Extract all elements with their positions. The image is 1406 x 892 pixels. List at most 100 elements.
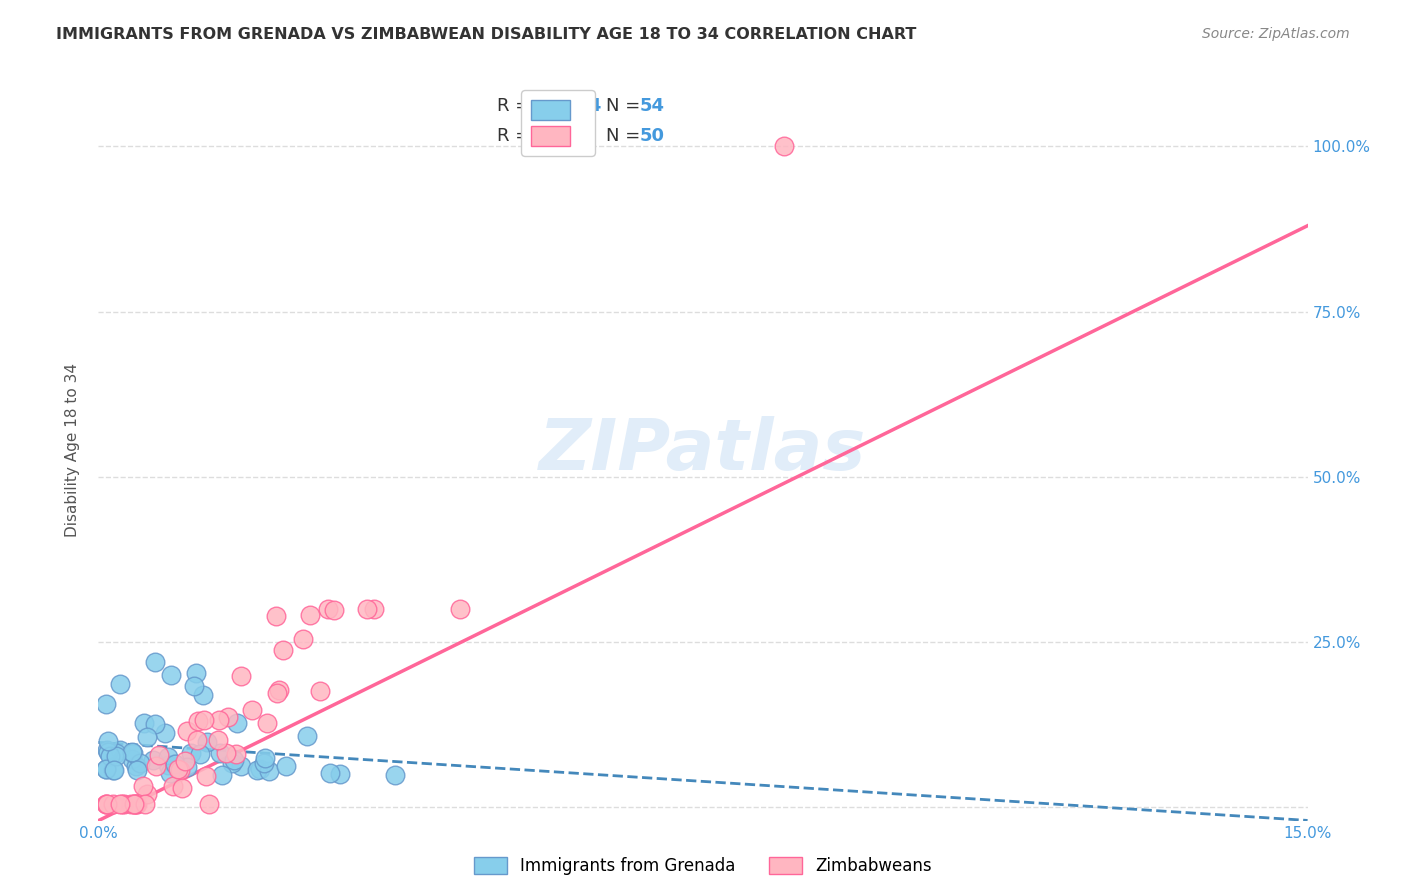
Point bbox=[108, 797, 131, 811]
Point bbox=[124, 797, 146, 811]
Point bbox=[772, 139, 794, 153]
Point bbox=[160, 668, 183, 682]
Point bbox=[266, 685, 288, 699]
Point bbox=[184, 666, 207, 681]
Point bbox=[356, 602, 378, 616]
Text: 0.825: 0.825 bbox=[537, 127, 595, 145]
Point bbox=[97, 745, 120, 759]
Point bbox=[276, 759, 298, 773]
Point bbox=[132, 779, 155, 793]
Point bbox=[111, 797, 134, 811]
Point bbox=[156, 758, 179, 772]
Point bbox=[96, 762, 118, 776]
Point bbox=[124, 758, 146, 772]
Point bbox=[125, 797, 148, 811]
Point bbox=[122, 797, 145, 811]
Point bbox=[143, 655, 166, 669]
Point bbox=[157, 750, 180, 764]
Point bbox=[193, 688, 215, 702]
Point bbox=[267, 682, 290, 697]
Point bbox=[121, 797, 143, 811]
Point bbox=[163, 757, 186, 772]
Point bbox=[229, 669, 252, 683]
Point bbox=[165, 757, 187, 772]
Text: -0.154: -0.154 bbox=[537, 97, 602, 115]
Point bbox=[166, 762, 188, 776]
Point bbox=[132, 716, 155, 731]
Point bbox=[159, 766, 181, 780]
Point bbox=[298, 608, 321, 623]
Point bbox=[180, 746, 202, 760]
Point bbox=[98, 748, 121, 763]
Point bbox=[162, 779, 184, 793]
Point bbox=[384, 768, 406, 782]
Legend: , : , bbox=[522, 90, 595, 156]
Point bbox=[96, 697, 118, 711]
Point bbox=[256, 716, 278, 731]
Point bbox=[96, 797, 118, 811]
Point bbox=[253, 756, 276, 770]
Point bbox=[231, 759, 253, 773]
Point bbox=[121, 745, 143, 759]
Point bbox=[207, 732, 229, 747]
Point bbox=[135, 731, 157, 745]
Point bbox=[153, 726, 176, 740]
Point bbox=[195, 735, 218, 749]
Point bbox=[103, 797, 125, 811]
Point bbox=[103, 763, 125, 777]
Text: ZIPatlas: ZIPatlas bbox=[540, 416, 866, 485]
Point bbox=[240, 703, 263, 717]
Point bbox=[329, 766, 352, 780]
Point bbox=[363, 602, 385, 616]
Point bbox=[135, 787, 157, 801]
Point bbox=[134, 797, 156, 811]
Point bbox=[143, 717, 166, 731]
Point bbox=[96, 797, 118, 811]
Point bbox=[187, 714, 209, 728]
Point bbox=[170, 780, 193, 795]
Text: IMMIGRANTS FROM GRENADA VS ZIMBABWEAN DISABILITY AGE 18 TO 34 CORRELATION CHART: IMMIGRANTS FROM GRENADA VS ZIMBABWEAN DI… bbox=[56, 27, 917, 42]
Point bbox=[169, 763, 191, 777]
Point bbox=[121, 752, 143, 766]
Point bbox=[246, 763, 269, 777]
Point bbox=[221, 756, 243, 770]
Point bbox=[249, 762, 271, 776]
Point bbox=[129, 756, 152, 771]
Y-axis label: Disability Age 18 to 34: Disability Age 18 to 34 bbox=[65, 363, 80, 538]
Point bbox=[176, 723, 198, 738]
Point bbox=[173, 754, 195, 768]
Point bbox=[103, 763, 125, 777]
Point bbox=[96, 797, 118, 811]
Point bbox=[211, 768, 233, 782]
Point bbox=[105, 746, 128, 760]
Point bbox=[145, 759, 167, 773]
Point bbox=[225, 716, 247, 731]
Point bbox=[124, 797, 146, 811]
Point bbox=[316, 602, 339, 616]
Point bbox=[183, 679, 205, 693]
Point bbox=[208, 746, 231, 760]
Point bbox=[208, 713, 231, 727]
Point bbox=[253, 751, 276, 765]
Point bbox=[193, 713, 215, 727]
Point bbox=[308, 683, 330, 698]
Text: R =: R = bbox=[498, 127, 537, 145]
Point bbox=[323, 602, 346, 616]
Point bbox=[292, 632, 315, 646]
Point bbox=[217, 710, 239, 724]
Point bbox=[122, 746, 145, 760]
Point bbox=[125, 764, 148, 778]
Point bbox=[96, 762, 118, 776]
Point bbox=[188, 747, 211, 761]
Point bbox=[295, 729, 318, 743]
Point bbox=[97, 734, 120, 748]
Point bbox=[224, 753, 246, 767]
Point bbox=[197, 797, 219, 811]
Point bbox=[214, 746, 236, 760]
Point bbox=[148, 748, 170, 763]
Point bbox=[108, 743, 131, 757]
Text: Source: ZipAtlas.com: Source: ZipAtlas.com bbox=[1202, 27, 1350, 41]
Point bbox=[108, 677, 131, 691]
Point bbox=[257, 764, 280, 778]
Point bbox=[264, 609, 287, 624]
